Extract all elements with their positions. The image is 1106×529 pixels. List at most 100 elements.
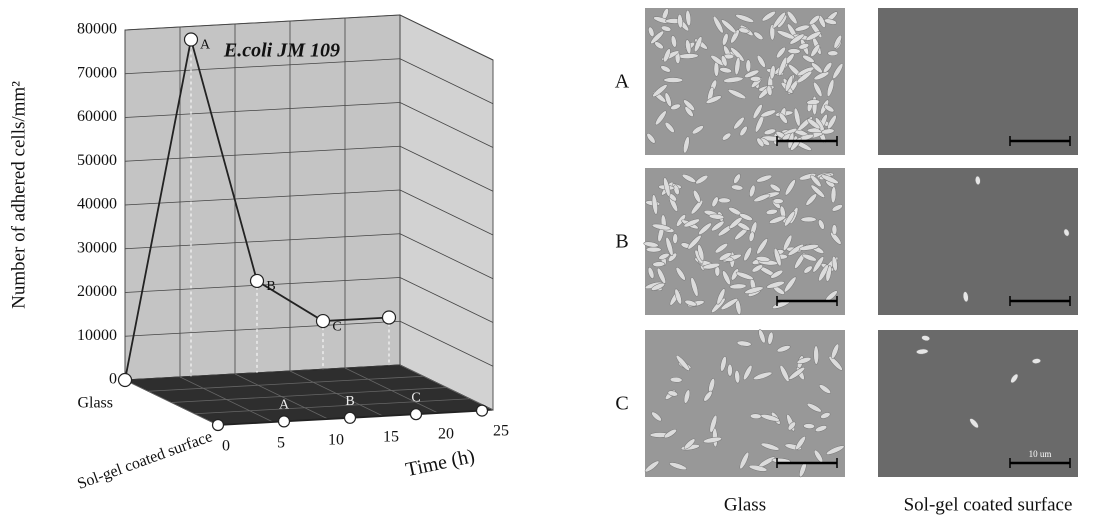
cell	[749, 413, 762, 419]
cell	[645, 246, 662, 253]
column-label: Sol-gel coated surface	[904, 494, 1073, 515]
cell	[796, 357, 812, 364]
cell	[711, 196, 719, 208]
cell	[731, 268, 739, 281]
cell	[826, 445, 845, 455]
cell	[760, 109, 777, 118]
cell	[753, 31, 764, 40]
grid-line	[124, 58, 401, 75]
data-point	[249, 273, 265, 289]
column-label: Glass	[724, 494, 766, 515]
cell	[793, 107, 801, 127]
micrograph	[878, 8, 1078, 155]
cell	[821, 174, 839, 184]
cell	[722, 132, 732, 141]
cell	[711, 297, 726, 313]
cell	[760, 442, 780, 451]
y-axis-label: Number of adhered cells/mm²	[8, 81, 29, 309]
cell	[969, 418, 979, 429]
cell	[675, 266, 686, 281]
cell	[670, 103, 681, 111]
cell	[735, 271, 754, 280]
cell	[818, 384, 831, 394]
grid-line	[124, 14, 401, 31]
cell	[665, 236, 674, 257]
cell	[667, 390, 678, 397]
cell	[789, 33, 805, 45]
cell	[731, 184, 744, 191]
cell	[674, 288, 682, 305]
cell	[807, 118, 821, 130]
cell	[690, 199, 704, 215]
cell	[831, 224, 838, 236]
cell	[719, 67, 732, 74]
row-label: A	[615, 71, 630, 93]
cell	[745, 59, 752, 73]
cell	[690, 277, 699, 297]
cell	[800, 216, 817, 223]
cell	[763, 128, 776, 135]
grid-line	[124, 145, 401, 162]
cell	[761, 11, 776, 22]
cell	[684, 299, 697, 307]
cell	[651, 194, 658, 215]
data-point	[183, 32, 199, 47]
cell	[1063, 228, 1070, 237]
cell	[769, 215, 786, 224]
cell	[644, 460, 660, 473]
cell	[788, 366, 806, 380]
grid-line	[124, 102, 401, 118]
cell	[651, 411, 662, 422]
floor-grid	[148, 375, 424, 392]
cell	[739, 213, 753, 221]
cell	[683, 389, 691, 404]
cell	[794, 24, 810, 32]
cell	[698, 222, 712, 235]
y-tick-label: 60000	[77, 108, 117, 125]
cell	[779, 364, 790, 382]
cell	[756, 174, 773, 183]
point-label: B	[345, 394, 354, 409]
cell	[743, 246, 752, 262]
cell	[697, 244, 705, 262]
x-axis-label: Time (h)	[404, 445, 477, 481]
cell	[773, 247, 782, 267]
cell	[669, 462, 687, 471]
grid-line	[399, 277, 494, 323]
cell	[813, 71, 830, 81]
cell	[962, 291, 969, 303]
cell	[776, 46, 786, 59]
cell	[783, 234, 793, 251]
cell	[813, 81, 823, 98]
cell	[802, 253, 817, 262]
cell	[705, 95, 722, 104]
grid-line	[399, 320, 494, 367]
cell	[826, 79, 835, 97]
cell	[723, 76, 744, 83]
cell	[672, 233, 678, 244]
cell	[769, 65, 776, 80]
cell	[753, 371, 773, 380]
cell	[687, 234, 702, 250]
cell	[691, 125, 704, 135]
cell	[663, 177, 671, 197]
cell	[677, 14, 683, 29]
x-tick-label: 0	[222, 438, 230, 455]
cell	[787, 243, 804, 256]
data-point	[117, 372, 133, 388]
cell	[722, 270, 731, 286]
cell	[786, 10, 798, 25]
cell	[821, 128, 835, 135]
cell	[756, 54, 766, 68]
cell	[660, 25, 672, 32]
cell	[778, 112, 788, 124]
cell	[702, 262, 721, 270]
point-label: A	[279, 398, 290, 413]
cell	[673, 184, 680, 196]
cell	[652, 261, 665, 267]
cell	[656, 267, 666, 284]
cell	[975, 175, 981, 185]
y-tick-label: 0	[109, 371, 117, 388]
cell	[810, 174, 822, 188]
cell	[818, 219, 825, 230]
